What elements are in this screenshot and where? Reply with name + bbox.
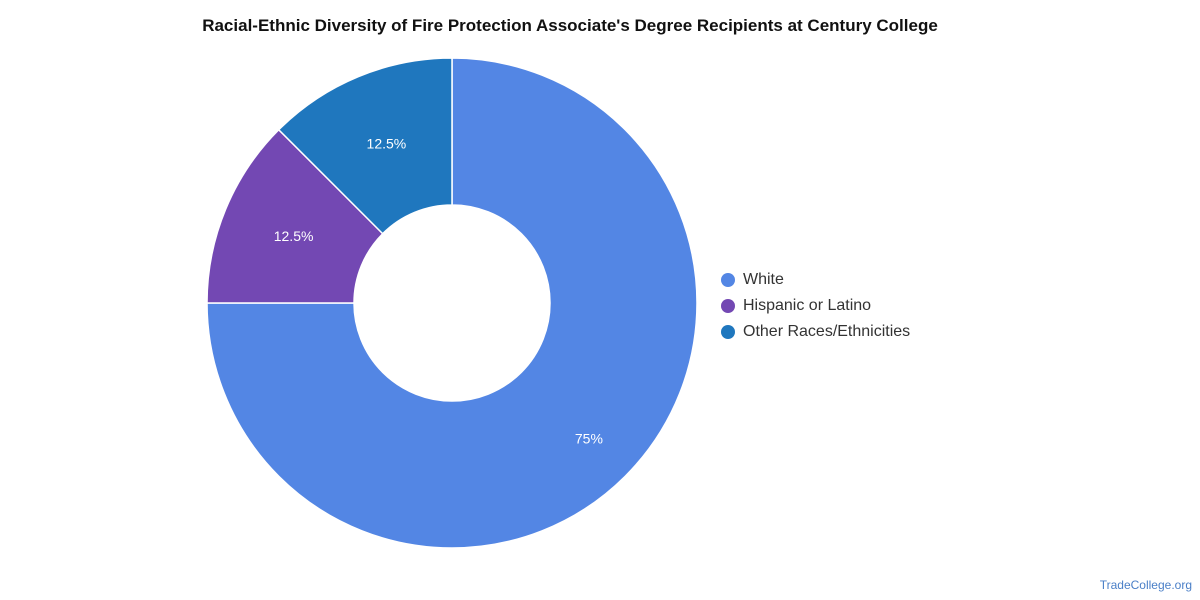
- slice-data-label: 12.5%: [274, 228, 314, 244]
- slice-data-label: 75%: [575, 431, 603, 447]
- legend-swatch-icon: [721, 299, 735, 313]
- legend-label: Hispanic or Latino: [743, 297, 872, 314]
- legend-swatch-icon: [721, 273, 735, 287]
- legend-item[interactable]: White: [721, 267, 910, 293]
- donut-slices: [206, 57, 698, 549]
- donut-slice-labels: 75% 12.5% 12.5%: [274, 135, 603, 446]
- slice-data-label: 12.5%: [367, 135, 407, 151]
- chart-title: Racial-Ethnic Diversity of Fire Protecti…: [202, 16, 938, 35]
- legend-swatch-icon: [721, 325, 735, 339]
- legend-label: Other Races/Ethnicities: [743, 323, 911, 340]
- chart-legend: White Hispanic or Latino Other Races/Ethni…: [721, 267, 910, 345]
- source-watermark[interactable]: TradeCollege.org: [1099, 578, 1192, 592]
- legend-item[interactable]: Other Races/Ethnicities: [721, 319, 910, 345]
- slice-hispanic-or-latino[interactable]: [206, 128, 384, 304]
- slice-white[interactable]: [206, 57, 698, 549]
- legend-label: White: [743, 271, 784, 288]
- slice-other-races-ethnicities[interactable]: [277, 57, 453, 235]
- legend-item[interactable]: Hispanic or Latino: [721, 293, 910, 319]
